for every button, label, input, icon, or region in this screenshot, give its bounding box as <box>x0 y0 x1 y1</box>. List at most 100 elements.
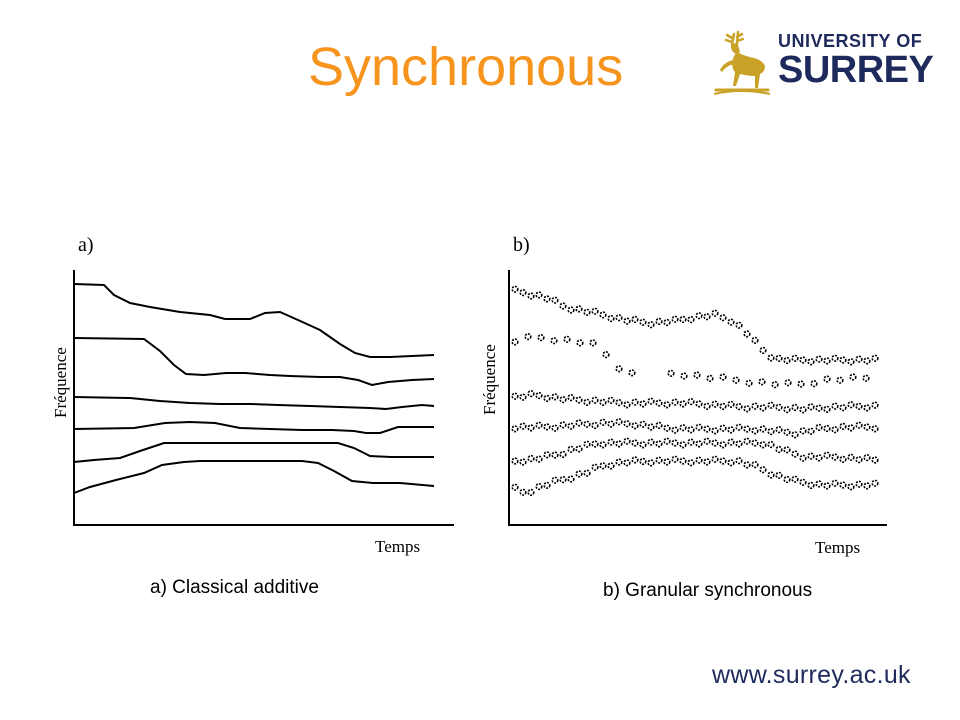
grain-dot <box>767 471 775 479</box>
grain-dot <box>679 424 687 432</box>
grain-dot <box>535 421 543 429</box>
grain-dot <box>599 398 607 406</box>
grain-dot <box>759 346 767 354</box>
grain-dot <box>807 358 815 366</box>
grain-dot <box>583 420 591 428</box>
grain-dot <box>735 321 743 329</box>
grain-dot <box>671 439 679 447</box>
grain-dot <box>679 441 687 449</box>
grain-dot <box>743 437 751 445</box>
logo-university-of: UNIVERSITY OF <box>778 31 923 51</box>
grain-dot <box>607 314 615 323</box>
grain-dot <box>591 396 599 404</box>
grain-dot <box>783 475 791 484</box>
grain-dot <box>647 423 655 431</box>
grain-dot <box>815 355 823 363</box>
figure-b-granular-synchronous: b) Fréquence Temps <box>480 234 887 557</box>
grain-dot <box>639 400 647 408</box>
grain-dot <box>647 397 655 405</box>
grain-dot <box>631 398 639 406</box>
grain-dot <box>695 456 703 464</box>
grain-dot <box>599 441 607 449</box>
grain-dot <box>807 481 815 490</box>
grain-dot <box>783 446 791 454</box>
x-axis-label-b: Temps <box>815 538 860 557</box>
grain-dot <box>823 357 831 365</box>
grain-dot <box>591 440 599 448</box>
grain-dot <box>863 482 871 490</box>
grain-dot <box>615 365 623 373</box>
grain-dot <box>639 441 647 449</box>
grain-dot <box>743 330 751 338</box>
grain-dot <box>735 403 743 411</box>
grain-dot <box>847 453 855 461</box>
grain-dot <box>745 379 753 387</box>
grain-dot <box>567 422 575 430</box>
grain-dot <box>591 463 599 471</box>
grain-dot <box>732 376 740 384</box>
grain-dot <box>671 426 679 434</box>
grain-dot <box>511 483 519 491</box>
logo-surrey: SURREY <box>778 49 934 91</box>
grain-dot <box>623 459 631 467</box>
grain-dot <box>815 480 823 488</box>
grain-dot <box>706 374 714 382</box>
grain-dot <box>519 288 527 297</box>
grain-dot <box>799 356 807 364</box>
grain-dot <box>671 315 679 323</box>
grain-dot <box>783 428 791 436</box>
partial-tracks-a <box>73 283 435 494</box>
grain-dot <box>543 423 551 431</box>
grain-dot <box>687 438 695 446</box>
grain-dot <box>791 354 799 362</box>
grain-dot <box>615 418 623 426</box>
grain-dot <box>784 379 792 387</box>
partial-track-2 <box>73 337 435 387</box>
grain-dot <box>623 420 631 428</box>
grain-dot <box>855 402 863 410</box>
grain-dot <box>871 456 879 464</box>
grain-dot <box>823 482 831 490</box>
grain-dot <box>527 390 535 398</box>
grain-dot <box>655 440 663 448</box>
grain-dot <box>863 404 871 412</box>
grain-dot <box>863 357 871 365</box>
stag-icon <box>713 30 771 95</box>
grain-dot <box>831 426 839 434</box>
grain-dot <box>871 354 879 362</box>
grain-dot <box>583 469 591 477</box>
grain-dot <box>663 424 671 432</box>
grain-dot <box>628 369 636 377</box>
grain-dot <box>862 374 870 382</box>
grain-dot <box>807 403 815 411</box>
grain-dot <box>599 418 607 426</box>
grain-dot <box>735 423 743 431</box>
grain-dot <box>839 404 847 412</box>
grain-dot <box>823 424 831 433</box>
grain-dot <box>783 406 791 414</box>
grain-dot <box>543 451 551 459</box>
grain-dot <box>727 318 735 326</box>
grain-dot <box>527 488 535 497</box>
grain-dot <box>727 426 735 434</box>
grain-dot <box>775 445 783 454</box>
grain-dot <box>655 399 663 407</box>
grain-dot <box>831 453 839 461</box>
grain-dot <box>575 305 583 313</box>
caption-a: a) Classical additive <box>150 577 319 598</box>
grain-dot <box>807 427 815 435</box>
grain-dot <box>527 454 535 463</box>
grain-dot <box>551 296 559 304</box>
grain-dot <box>567 306 575 314</box>
grain-dot <box>519 393 527 401</box>
grain-dot <box>831 479 839 487</box>
caption-b: b) Granular synchronous <box>603 580 813 601</box>
grain-dot <box>551 476 559 484</box>
grain-dot <box>799 406 807 414</box>
grain-dot <box>703 458 711 466</box>
grain-dot <box>527 292 535 300</box>
grain-dot <box>797 380 805 388</box>
partial-track-6 <box>73 460 435 494</box>
grain-dot <box>839 481 847 489</box>
grain-dot <box>576 339 584 347</box>
